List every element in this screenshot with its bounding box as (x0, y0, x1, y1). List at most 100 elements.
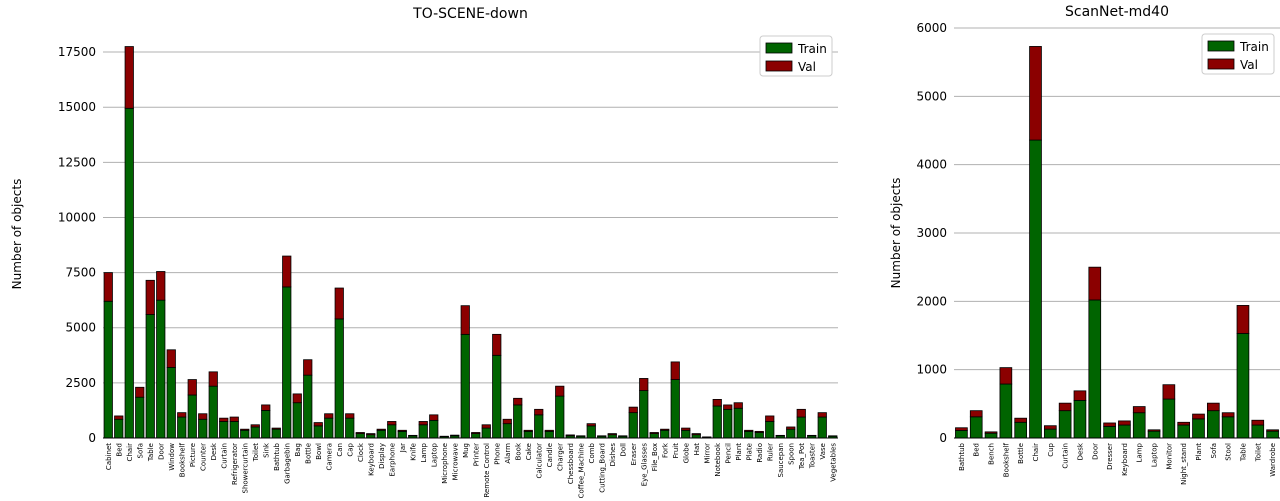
x-tick-label: Cutting_Board (598, 443, 606, 493)
bar-val (586, 423, 596, 427)
x-tick-label: Globe (682, 443, 690, 463)
x-tick-label: Curtain (1062, 443, 1070, 469)
x-tick-label: Lamp (1136, 442, 1144, 462)
bar-train (219, 421, 229, 439)
bar-train (628, 412, 638, 439)
bar-val (565, 434, 575, 437)
bar-val (250, 424, 260, 428)
bar-train (544, 430, 554, 439)
bar-train (1192, 418, 1205, 439)
bar-train (1103, 425, 1116, 439)
bar-train (999, 383, 1013, 439)
bar-train (355, 433, 365, 439)
chart-title: ScanNet-md40 (1065, 4, 1169, 20)
x-tick-label: Can (336, 443, 344, 457)
x-tick-label: Table (147, 443, 155, 462)
bar-train (229, 421, 239, 439)
bar-val (187, 379, 197, 396)
x-tick-label: Eraser (630, 443, 638, 466)
bar-val (628, 406, 638, 414)
bar-train (660, 429, 670, 439)
bar-val (1192, 413, 1205, 420)
legend-swatch (1207, 40, 1235, 52)
y-axis-label: Number of objects (10, 179, 24, 290)
y-tick-label: 4000 (916, 158, 947, 172)
x-tick-label: Remote Control (483, 443, 491, 498)
bar-train (639, 390, 649, 439)
bar-val (765, 415, 775, 422)
bar-train (744, 430, 754, 439)
x-tick-label: Printer (472, 443, 480, 466)
x-tick-label: Comb (588, 442, 596, 463)
x-tick-label: Spoon (787, 443, 795, 465)
bar-train (292, 402, 302, 439)
legend-label: Val (798, 60, 816, 74)
bar-train (1177, 424, 1191, 439)
bar-val (376, 428, 386, 431)
bar-train (1088, 299, 1102, 439)
bar-val (219, 417, 229, 422)
y-tick-label: 2500 (65, 376, 96, 390)
x-tick-label: Cap (346, 442, 354, 456)
bar-val (681, 427, 691, 431)
bar-val (1177, 421, 1191, 426)
bar-train (166, 367, 176, 439)
legend-label: Train (797, 42, 827, 56)
bar-train (135, 396, 145, 439)
bar-val (733, 402, 743, 409)
x-tick-label: Fork (661, 442, 669, 458)
bar-train (796, 416, 806, 439)
x-tick-label: Bed (115, 443, 123, 457)
bar-train (187, 394, 197, 439)
bar-train (1029, 139, 1042, 439)
bar-val (796, 408, 806, 418)
bar-val (198, 413, 208, 420)
bar-train (1147, 430, 1161, 439)
bar-val (660, 428, 670, 431)
bar-train (733, 407, 743, 439)
bar-train (955, 430, 968, 439)
bar-val (1221, 412, 1235, 418)
y-axis-label: Number of objects (889, 178, 903, 289)
x-tick-label: Tea_Pot (798, 443, 806, 470)
bar-train (555, 395, 565, 439)
bar-val (324, 413, 334, 419)
legend-swatch (765, 42, 793, 54)
bar-val (817, 412, 827, 418)
x-tick-label: Cake (525, 443, 533, 460)
bar-val (1014, 417, 1028, 423)
x-tick-label: Phone (493, 443, 501, 465)
bar-train (523, 430, 533, 439)
bar-val (649, 432, 659, 434)
x-tick-label: Toilet (1254, 443, 1262, 463)
x-tick-label: Cup (1047, 442, 1055, 456)
bar-val (303, 359, 313, 376)
x-tick-label: Chessboard (567, 443, 575, 484)
bar-val (135, 386, 145, 398)
bar-train (240, 429, 250, 439)
x-tick-label: Bench (988, 443, 996, 465)
bar-val (712, 399, 722, 407)
bar-train (124, 107, 134, 439)
bar-val (208, 371, 218, 387)
bar-val (1266, 429, 1279, 432)
x-tick-label: Book (514, 442, 522, 460)
bar-val (1029, 46, 1042, 141)
bar-val (639, 378, 649, 391)
bar-val (103, 272, 113, 302)
x-tick-label: Radio (756, 443, 764, 463)
bar-train (177, 416, 187, 439)
bar-train (460, 333, 470, 439)
legend-label: Val (1240, 58, 1258, 72)
bar-val (156, 271, 166, 301)
x-tick-label: Chair (1032, 443, 1040, 462)
bar-train (334, 318, 344, 439)
x-tick-label: Bookshelf (1002, 442, 1010, 477)
x-tick-label: Toilet (252, 443, 260, 463)
bar-val (145, 279, 155, 315)
bar-val (670, 361, 680, 380)
bar-val (969, 410, 983, 418)
bar-val (513, 397, 523, 406)
x-tick-label: Hat (693, 443, 701, 456)
x-tick-label: Cabinet (105, 443, 113, 470)
